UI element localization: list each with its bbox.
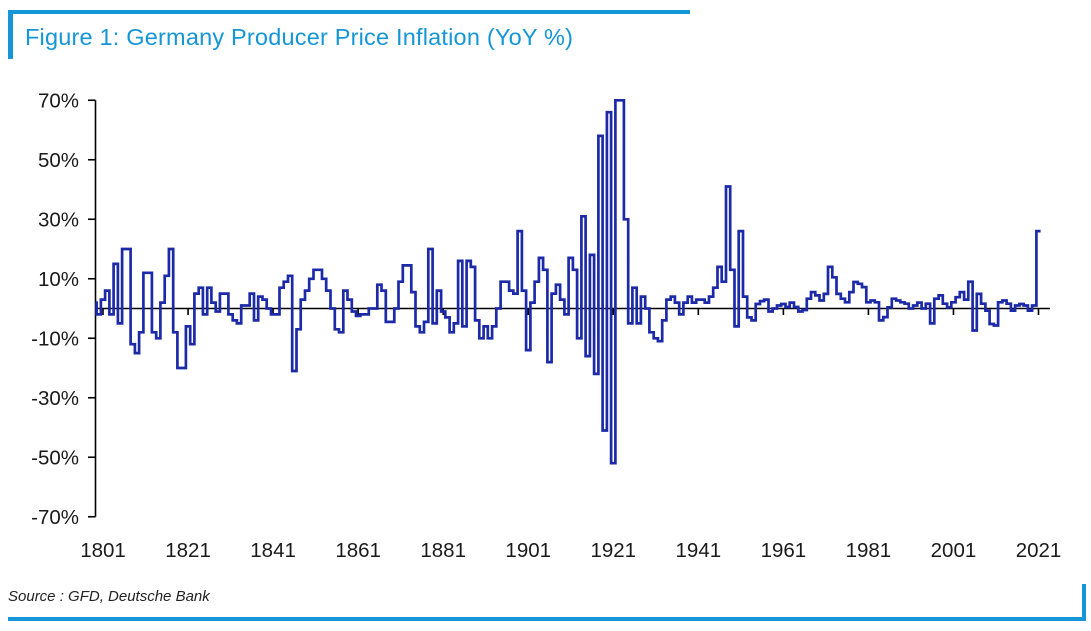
x-axis-tick-label: 1941 xyxy=(676,539,722,562)
x-axis-tick-label: 1821 xyxy=(165,539,211,562)
x-axis-tick-label: 1861 xyxy=(335,539,381,562)
x-axis-tick-label: 1841 xyxy=(250,539,296,562)
y-axis-tick-label: -70% xyxy=(31,506,79,529)
x-axis-tick-label: 2021 xyxy=(1016,539,1062,562)
title-accent-bar xyxy=(8,10,13,59)
y-axis-tick-label: -50% xyxy=(31,446,79,469)
y-axis-tick-label: 50% xyxy=(38,149,79,172)
figure-title: Figure 1: Germany Producer Price Inflati… xyxy=(25,24,574,50)
x-axis-tick-label: 1881 xyxy=(420,539,466,562)
y-axis-tick-label: -30% xyxy=(31,387,79,410)
bottom-right-accent-tab xyxy=(1082,584,1086,621)
x-axis-tick-label: 2001 xyxy=(931,539,977,562)
y-axis-tick-label: 30% xyxy=(38,208,79,231)
x-axis-tick-label: 1921 xyxy=(590,539,636,562)
ppi-series-line xyxy=(95,98,1041,465)
x-axis-tick-label: 1801 xyxy=(80,539,126,562)
top-accent-rule xyxy=(8,10,690,14)
y-axis-tick-label: 70% xyxy=(38,89,79,112)
x-axis-tick-label: 1981 xyxy=(846,539,892,562)
y-axis-tick-label: 10% xyxy=(38,268,79,291)
x-axis-tick-label: 1901 xyxy=(505,539,551,562)
bottom-accent-rule xyxy=(8,617,1086,621)
y-axis-tick-label: -10% xyxy=(31,327,79,350)
source-note: Source : GFD, Deutsche Bank xyxy=(8,588,210,605)
x-axis-tick-label: 1961 xyxy=(761,539,807,562)
